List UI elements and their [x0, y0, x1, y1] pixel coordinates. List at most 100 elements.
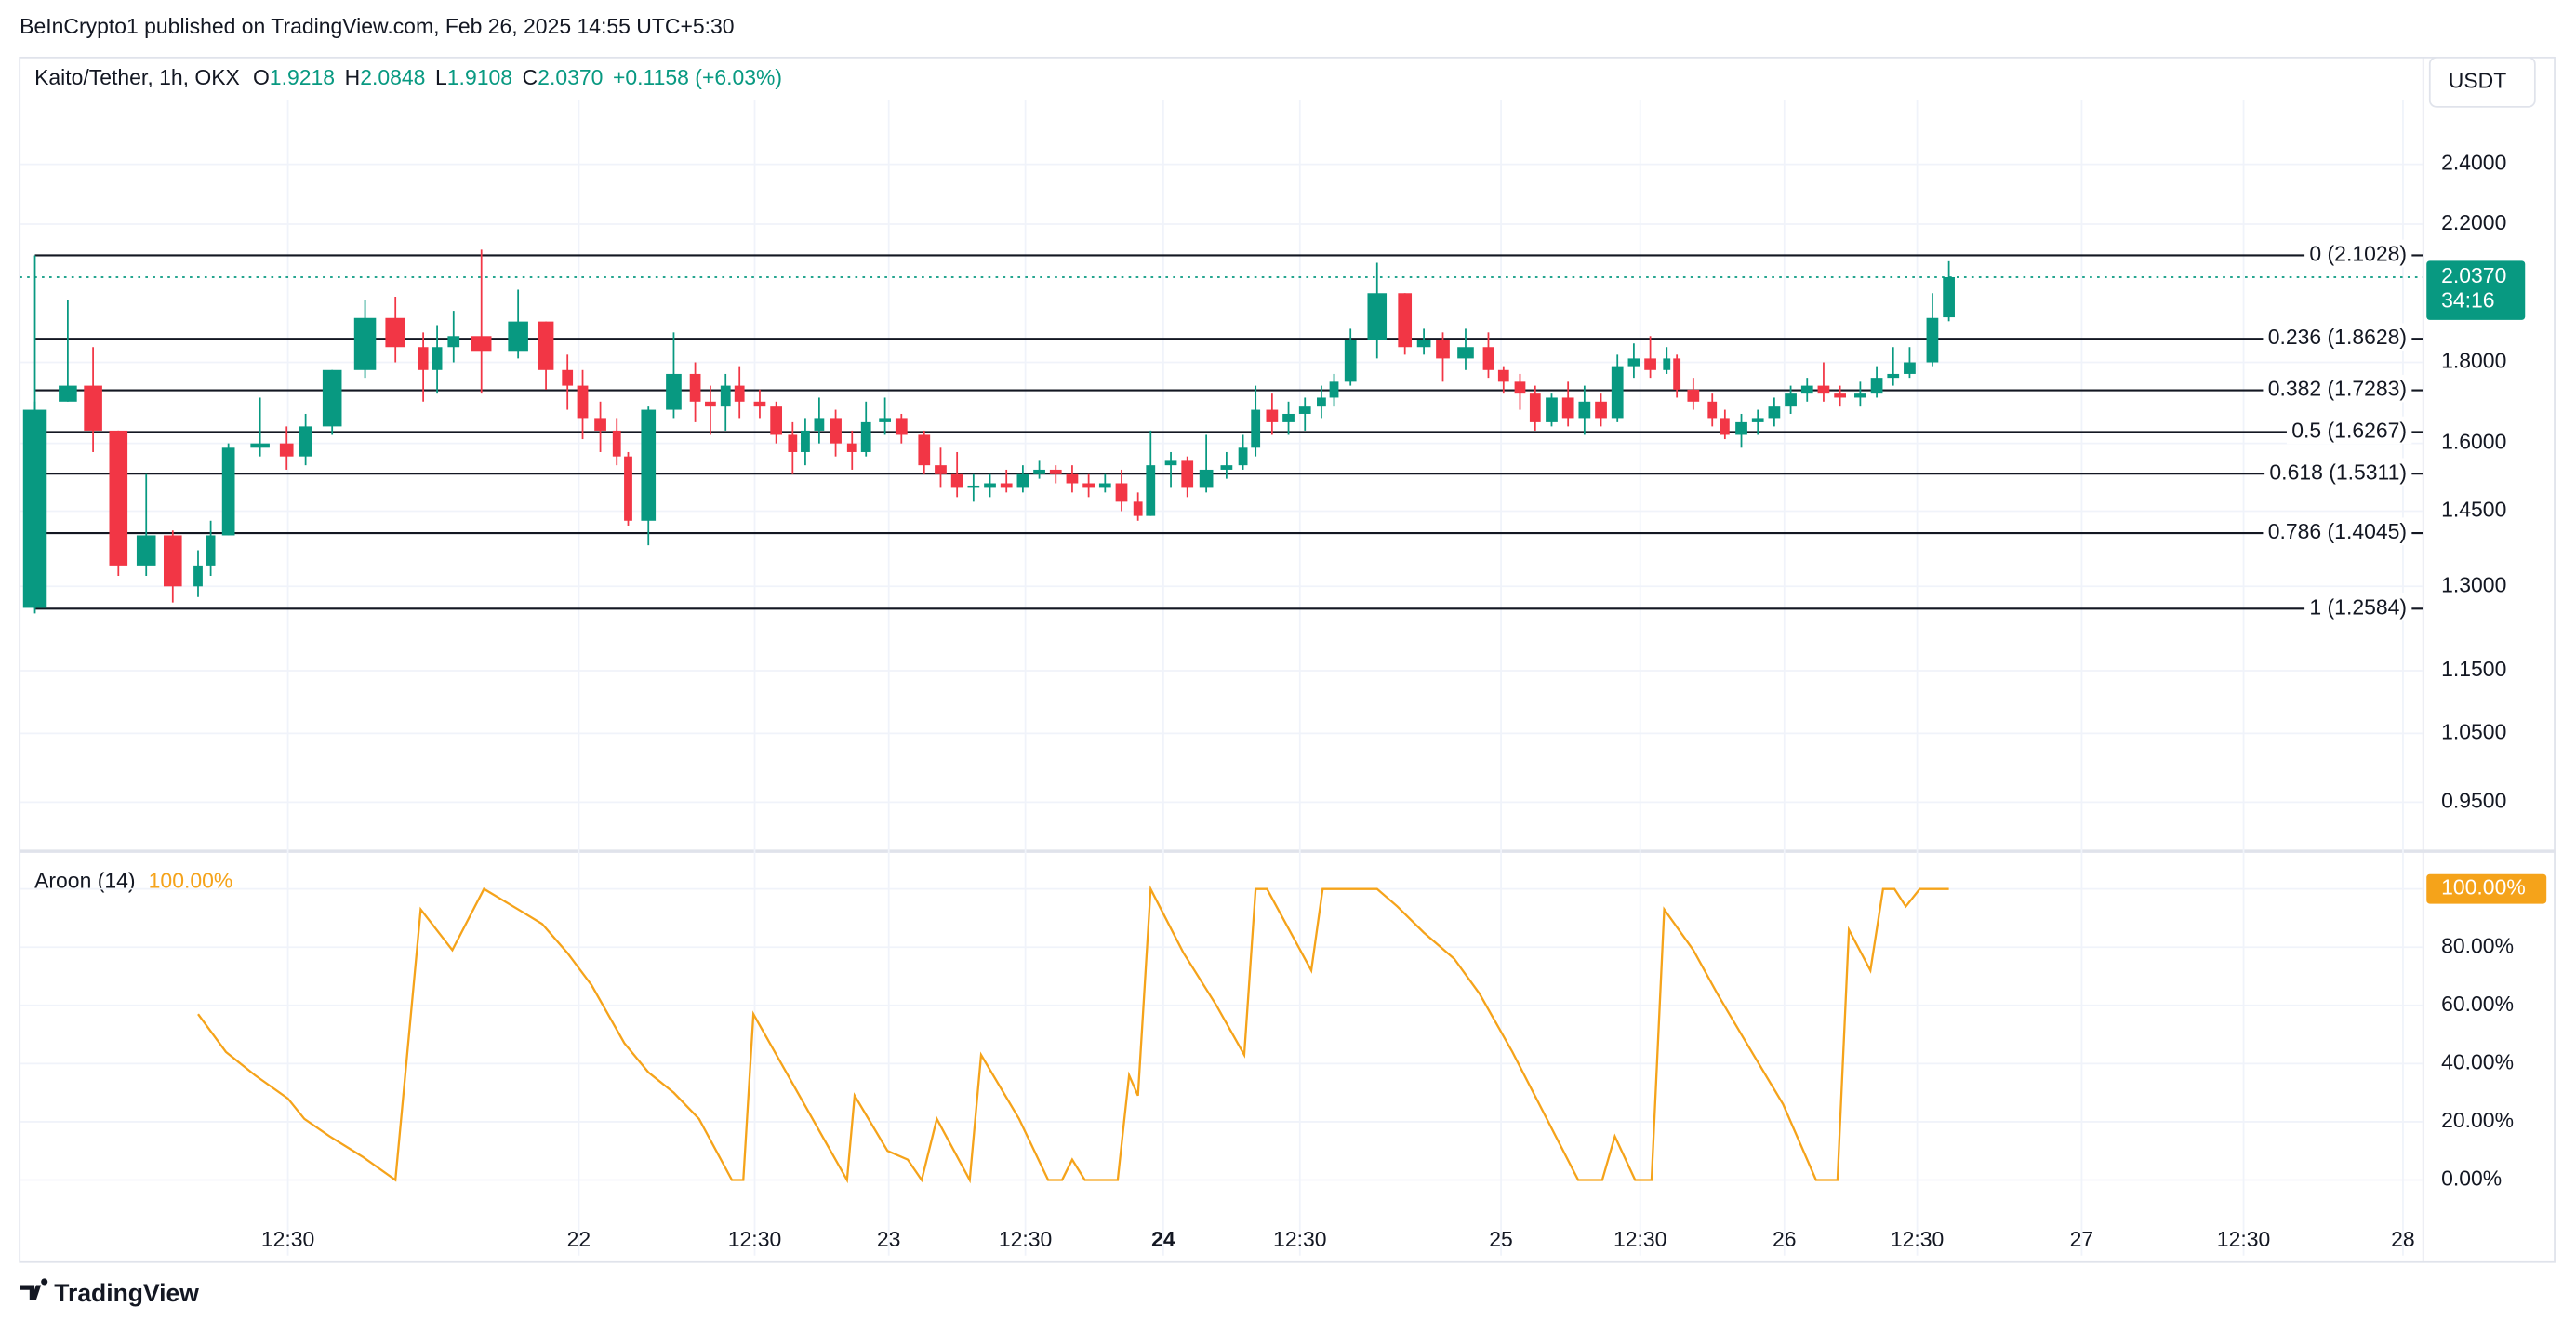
candle-body [1482, 347, 1494, 370]
candle-body [705, 401, 716, 407]
fib-label-bg [2263, 323, 2412, 351]
candle-body [1926, 317, 1939, 363]
x-tick-label: 22 [567, 1227, 591, 1251]
candle-body [1800, 385, 1813, 394]
last-price-badge [2426, 260, 2526, 320]
candle-body [689, 373, 701, 402]
candle-body [1904, 362, 1916, 374]
candle-body [1768, 406, 1781, 419]
candle-body [1344, 340, 1357, 382]
candle-body [814, 418, 825, 431]
candle-body [967, 485, 980, 488]
candle-body [221, 447, 235, 536]
candle-body [432, 347, 443, 370]
candle-body [322, 369, 342, 427]
candle-body [163, 535, 182, 587]
candle-body [1220, 465, 1233, 470]
candle-body [59, 385, 77, 402]
candle-body [918, 434, 931, 466]
ohlc-legend: Kaito/Tether, 1h, OKX O1.9218 H2.0848 L1.91… [34, 65, 782, 89]
candle-body [385, 317, 405, 348]
candle-body [1066, 473, 1079, 484]
candle-body [1457, 347, 1474, 359]
fib-label: 0.5 (1.6267) [2291, 418, 2407, 442]
candle-body [418, 347, 429, 370]
y-tick-label: 60.00% [2441, 992, 2514, 1016]
candle-body [1282, 413, 1295, 422]
currency-button[interactable] [2428, 56, 2536, 108]
symbol: Kaito/Tether, 1h, OKX [34, 65, 240, 89]
candle-body [846, 443, 857, 452]
candle-body [1546, 397, 1558, 422]
fib-label: 0.236 (1.8628) [2268, 325, 2407, 349]
candle-body [753, 401, 766, 407]
candle-body [1436, 340, 1450, 359]
fib-label: 0.382 (1.7283) [2268, 377, 2407, 401]
candle-body [279, 443, 294, 457]
candle-body [577, 385, 589, 419]
candle-body [193, 565, 203, 587]
fib-label: 0.618 (1.5311) [2269, 460, 2407, 484]
candle-body [1514, 381, 1526, 394]
candle-body [353, 317, 377, 370]
candle-body [1016, 473, 1029, 488]
candle-body [1611, 366, 1624, 419]
candle-body [1561, 397, 1574, 419]
candle-body [1146, 465, 1156, 516]
candle-body [538, 321, 554, 370]
candle-body [1887, 373, 1900, 379]
candle-body [1735, 421, 1747, 435]
x-tick-label: 12:30 [1613, 1227, 1666, 1251]
tradingview-logo [20, 1278, 48, 1300]
x-tick-label: 12:30 [1273, 1227, 1326, 1251]
y-tick-label: 0.9500 [2441, 788, 2506, 812]
candle-body [1854, 393, 1866, 398]
candle-body [801, 430, 810, 452]
ohlc-value: 2.0370 [538, 65, 603, 89]
change: +0.1158 (+6.03%) [613, 65, 782, 89]
currency-label: USDT [2449, 68, 2506, 92]
ohlc-value: 2.0848 [360, 65, 425, 89]
candle-body [447, 336, 460, 348]
candle-body [770, 406, 783, 435]
candle-body [1317, 397, 1326, 407]
candle-body [1817, 385, 1830, 394]
candle-body [1049, 469, 1062, 474]
candle-body [612, 430, 621, 457]
y-tick-label: 2.4000 [2441, 151, 2506, 175]
fib-label-bg [2304, 593, 2412, 621]
candle-body [1943, 276, 1955, 318]
y-tick-label: 1.8000 [2441, 349, 2506, 373]
x-tick-label: 24 [1151, 1227, 1175, 1251]
y-tick-label: 1.3000 [2441, 572, 2506, 596]
fib-label-bg [2286, 416, 2412, 445]
candle-body [1251, 409, 1261, 448]
last-price-label: 2.0370 [2441, 263, 2506, 287]
candle-body [1298, 406, 1311, 414]
y-tick-label: 20.00% [2441, 1108, 2514, 1132]
candle-body [788, 434, 798, 452]
candle-body [1115, 483, 1128, 502]
candle-body [562, 369, 574, 386]
candle-body [666, 373, 682, 410]
candle-body [935, 465, 947, 474]
candle-body [1751, 418, 1764, 422]
ohlc-key: O [253, 65, 270, 89]
x-tick-label: 12:30 [2217, 1227, 2270, 1251]
candle-body [1033, 469, 1045, 474]
fib-label-bg [2263, 517, 2412, 545]
y-tick-label: 2.2000 [2441, 210, 2506, 234]
candle-body [1497, 369, 1509, 382]
candle-body [1329, 381, 1339, 398]
candle-body [1398, 293, 1413, 348]
candle-body [1707, 401, 1718, 419]
ohlc-value: 1.9218 [270, 65, 335, 89]
candle-body [1199, 469, 1214, 488]
candle-body [879, 418, 891, 422]
y-tick-label: 40.00% [2441, 1049, 2514, 1073]
x-tick-label: 12:30 [728, 1227, 781, 1251]
candle-body [136, 535, 156, 566]
x-tick-label: 12:30 [261, 1227, 314, 1251]
